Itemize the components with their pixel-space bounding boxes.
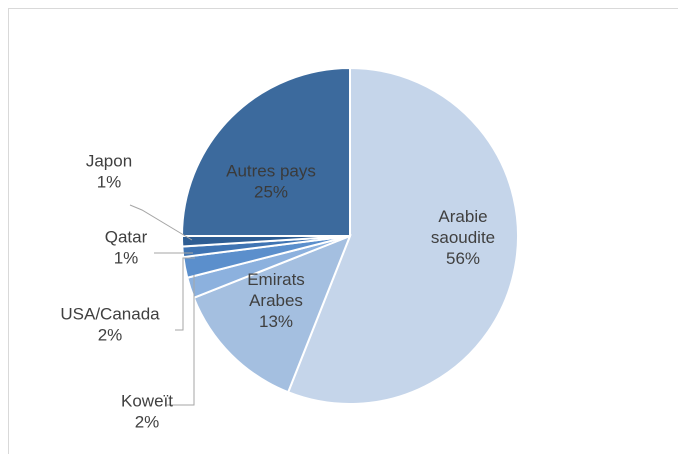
leader-line-usa-canada xyxy=(175,257,195,331)
slice-label-japon: Japon 1% xyxy=(86,152,132,192)
slice-label-usa-canada: USA/Canada 2% xyxy=(60,305,160,345)
leader-line-koweit xyxy=(167,275,195,406)
slice-label-arabie-saoudite: Arabie saoudite 56% xyxy=(431,207,495,268)
slice-label-qatar: Qatar 1% xyxy=(105,228,148,268)
slice-label-koweit: Koweït 2% xyxy=(121,392,173,432)
slice-label-emirats-arabes: Emirats Arabes 13% xyxy=(247,270,305,331)
slice-labels: Arabie saoudite 56% Emirats Arabes 13% Koweït 2… xyxy=(60,152,495,432)
slice-label-autres-pays: Autres pays 25% xyxy=(226,162,316,202)
pie-slices xyxy=(180,66,519,405)
pie-slice-autres-pays xyxy=(180,66,351,237)
chart-frame xyxy=(8,8,678,454)
pie-slice-emirats-arabes xyxy=(192,234,352,394)
label-leader-lines xyxy=(129,204,195,406)
leader-line-japon xyxy=(129,204,193,241)
pie-slice-arabie-saoudite xyxy=(286,66,519,405)
